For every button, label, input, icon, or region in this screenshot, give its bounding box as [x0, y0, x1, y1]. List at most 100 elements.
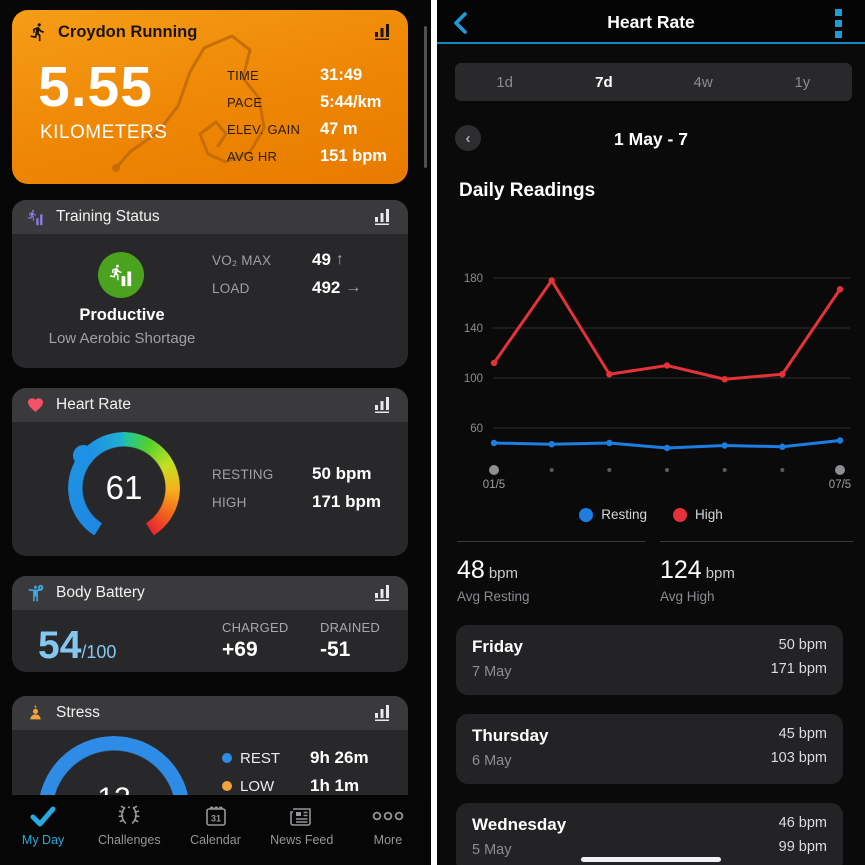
- stat-label: ELEV. GAIN: [227, 122, 301, 137]
- trend-steady-arrow: →: [345, 279, 362, 296]
- stat-value: 9h 26m: [310, 748, 369, 767]
- heart-rate-card[interactable]: Heart Rate 61 RESTING 50 bpm HIGH 171 bpm: [12, 388, 408, 556]
- body-battery-card[interactable]: Body Battery 54/100 CHARGED +69 DRAINED …: [12, 576, 408, 672]
- date-navigation: ‹ 1 May - 7: [437, 124, 865, 154]
- section-title: Daily Readings: [459, 180, 596, 201]
- laurel-wreath-icon: [116, 802, 142, 830]
- legend-resting: Resting: [579, 507, 647, 522]
- bar-chart-icon[interactable]: [374, 397, 394, 413]
- training-status-badge: [98, 252, 144, 298]
- low-dot: [222, 781, 232, 791]
- stat-value: 49: [312, 250, 331, 269]
- activity-stats: TIME 31:49 PACE 5:44/km ELEV. GAIN 47 m AVG…: [227, 62, 387, 170]
- stat-value: 151 bpm: [320, 147, 387, 165]
- stat-label: RESTING: [212, 466, 274, 482]
- daily-readings-chart[interactable]: 60 100 140 180 01/5 07/5: [437, 205, 865, 495]
- svg-text:180: 180: [464, 273, 483, 285]
- stress-icon: [26, 703, 46, 723]
- tab-challenges[interactable]: Challenges: [86, 795, 172, 865]
- svg-text:01/5: 01/5: [483, 479, 505, 491]
- body-battery-icon: [26, 583, 46, 603]
- svg-text:140: 140: [464, 323, 483, 335]
- stat-value: 50 bpm: [312, 464, 372, 483]
- day-row-thursday[interactable]: Thursday 6 May 45 bpm 103 bpm: [456, 714, 843, 784]
- training-status-detail: Low Aerobic Shortage: [48, 330, 196, 347]
- tab-7d[interactable]: 7d: [595, 73, 613, 91]
- body-battery-value: 54/100: [38, 624, 117, 667]
- stat-label: TIME: [227, 68, 259, 83]
- resting-value: 45 bpm: [778, 726, 827, 742]
- day-row-wednesday[interactable]: Wednesday 5 May 46 bpm 99 bpm: [456, 803, 843, 865]
- tab-calendar[interactable]: 31 Calendar: [172, 795, 258, 865]
- more-dots-icon: [371, 802, 405, 830]
- stat-label: PACE: [227, 95, 263, 110]
- activity-card[interactable]: Croydon Running 5.55 KILOMETERS TIME 31:4…: [12, 10, 408, 184]
- card-header: Stress: [12, 696, 408, 730]
- svg-text:07/5: 07/5: [829, 479, 851, 491]
- gauge-marker-dot: [73, 445, 94, 466]
- heart-icon: [26, 395, 46, 415]
- overflow-menu-icon[interactable]: [835, 9, 843, 42]
- svg-text:31: 31: [210, 814, 220, 824]
- high-legend-dot: [673, 507, 687, 522]
- heart-rate-screen: Heart Rate 1d 7d 4w 1y ‹ 1 May - 7 Daily…: [437, 0, 865, 865]
- scrollbar[interactable]: [424, 26, 427, 168]
- day-row-friday[interactable]: Friday 7 May 50 bpm 171 bpm: [456, 625, 843, 695]
- card-header: Heart Rate: [12, 388, 408, 422]
- high-value: 99 bpm: [778, 839, 827, 855]
- bar-chart-icon[interactable]: [374, 705, 394, 721]
- chart-legend: Resting High: [437, 507, 865, 522]
- card-header: Training Status: [12, 200, 408, 234]
- card-title: Heart Rate: [56, 396, 131, 413]
- svg-text:60: 60: [470, 423, 483, 435]
- stat-label: AVG HR: [227, 149, 278, 164]
- stat-label: LOAD: [212, 280, 250, 296]
- back-button[interactable]: [447, 8, 477, 38]
- stat-label: LOW: [240, 777, 275, 795]
- home-indicator[interactable]: [581, 857, 721, 862]
- training-stats: VO₂ MAX 49 ↑ LOAD 492 →: [212, 246, 361, 302]
- stat-value: 1h 1m: [310, 776, 360, 795]
- card-title: Body Battery: [56, 584, 145, 601]
- stress-stats: REST 9h 26m LOW 1h 1m: [222, 744, 369, 800]
- bar-chart-icon[interactable]: [374, 209, 394, 225]
- time-range-tabs: 1d 7d 4w 1y: [455, 63, 852, 101]
- stat-label: VO₂ MAX: [212, 252, 272, 268]
- tab-more[interactable]: More: [345, 795, 431, 865]
- tab-my-day[interactable]: My Day: [0, 795, 86, 865]
- previous-week-button[interactable]: ‹: [455, 125, 481, 151]
- calendar-31-icon: 31: [204, 802, 228, 830]
- tab-news-feed[interactable]: News Feed: [259, 795, 345, 865]
- bar-chart-icon[interactable]: [374, 585, 394, 601]
- avg-high-summary: 124 bpm Avg High: [660, 541, 853, 604]
- nav-header: Heart Rate: [437, 0, 865, 44]
- drained-stat: DRAINED -51: [320, 620, 380, 661]
- stat-label: HIGH: [212, 494, 247, 510]
- resting-value: 46 bpm: [778, 815, 827, 831]
- rest-dot: [222, 753, 232, 763]
- tab-1d[interactable]: 1d: [496, 73, 513, 91]
- bar-chart-icon[interactable]: [374, 24, 394, 40]
- training-status-card[interactable]: Training Status Productive Low Aerobic S…: [12, 200, 408, 368]
- legend-high: High: [673, 507, 723, 522]
- checkmark-icon: [30, 802, 56, 830]
- stat-label: REST: [240, 749, 281, 767]
- resting-legend-dot: [579, 507, 594, 522]
- card-title: Training Status: [56, 208, 160, 225]
- training-status-icon: [26, 207, 46, 227]
- my-day-screen: Croydon Running 5.55 KILOMETERS TIME 31:4…: [0, 0, 431, 865]
- card-title: Stress: [56, 704, 100, 721]
- stat-value: 5:44/km: [320, 93, 382, 111]
- stat-value: 171 bpm: [312, 492, 381, 511]
- activity-distance: 5.55: [38, 55, 153, 119]
- resting-value: 50 bpm: [778, 637, 827, 653]
- activity-unit: KILOMETERS: [40, 122, 168, 143]
- stat-value: 47 m: [320, 120, 358, 138]
- tab-1y[interactable]: 1y: [794, 73, 811, 91]
- bottom-tab-bar: My Day Challenges 31 Calenda: [0, 795, 431, 865]
- tab-4w[interactable]: 4w: [693, 73, 713, 91]
- svg-text:100: 100: [464, 373, 483, 385]
- activity-title: Croydon Running: [58, 22, 198, 41]
- runner-icon: [28, 22, 48, 42]
- avg-resting-summary: 48 bpm Avg Resting: [457, 541, 645, 604]
